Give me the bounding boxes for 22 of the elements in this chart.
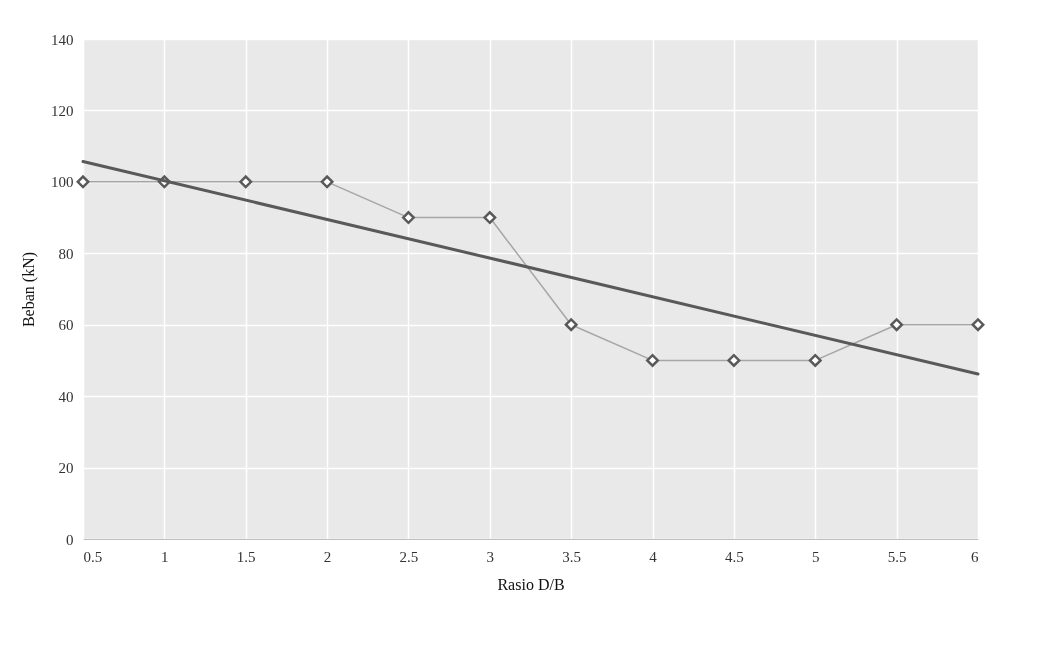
y-tick-label: 40 (58, 388, 74, 405)
y-axis-title: Beban (kN) (20, 251, 38, 328)
y-tick-label: 80 (58, 245, 74, 262)
x-tick-label: 6 (971, 548, 979, 565)
x-tick-label: 3 (486, 548, 495, 565)
y-tick-label: 0 (66, 531, 74, 548)
x-tick-label: 4 (649, 548, 658, 565)
x-tick-label: 5 (812, 548, 820, 565)
x-tick-label: 1.5 (236, 548, 256, 565)
x-tick-label: 3.5 (562, 548, 582, 565)
x-tick-label: 1 (161, 548, 169, 565)
x-tick-label: 2.5 (399, 548, 419, 565)
y-tick-label: 140 (51, 31, 74, 48)
x-tick-label: 0.5 (83, 548, 103, 565)
x-tick-label: 5.5 (887, 548, 907, 565)
y-tick-label: 60 (58, 317, 74, 334)
x-axis-title: Rasio D/B (497, 575, 565, 593)
y-tick-label: 20 (58, 460, 74, 477)
x-tick-label: 4.5 (725, 548, 744, 565)
x-tick-label: 2 (323, 548, 332, 565)
y-tick-label: 120 (51, 102, 74, 119)
y-tick-label: 100 (51, 174, 74, 191)
